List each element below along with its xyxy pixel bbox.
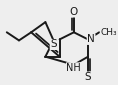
Text: O: O xyxy=(70,7,78,17)
Text: S: S xyxy=(85,72,91,82)
Text: S: S xyxy=(50,40,57,49)
Text: N: N xyxy=(87,34,95,44)
Text: CH₃: CH₃ xyxy=(100,28,117,37)
Text: NH: NH xyxy=(66,63,81,73)
